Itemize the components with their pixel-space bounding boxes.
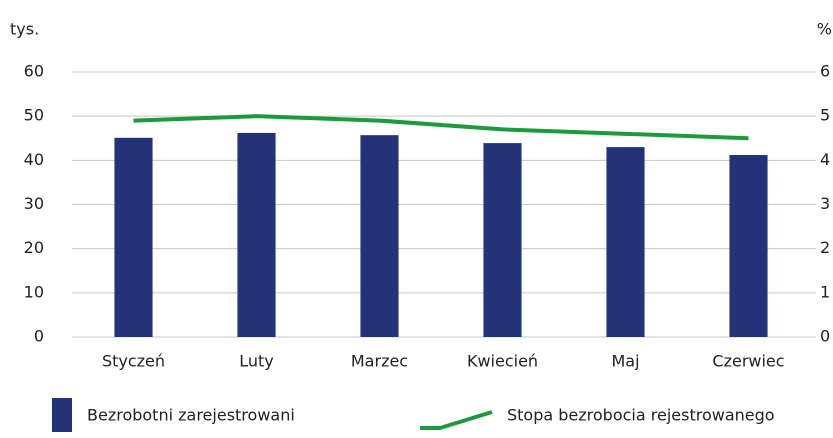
x-tick-label: Czerwiec [712, 352, 784, 371]
y2-tick-label: 3 [820, 194, 830, 213]
legend-swatch [52, 398, 72, 432]
legend-label: Stopa bezrobocia rejestrowanego [507, 406, 775, 425]
x-tick-label: Maj [611, 352, 639, 371]
bar [729, 155, 768, 337]
y-tick-label: 10 [24, 282, 44, 301]
x-tick-label: Styczeń [102, 352, 165, 371]
y-tick-label: 60 [24, 62, 44, 81]
bar [483, 143, 522, 337]
x-tick-label: Luty [239, 352, 274, 371]
y-tick-label: 0 [34, 327, 44, 346]
y-tick-label: 50 [24, 106, 44, 125]
x-tick-label: Marzec [351, 352, 408, 371]
y2-unit-label: % [817, 20, 832, 39]
y2-tick-label: 6 [820, 62, 830, 81]
y-tick-label: 30 [24, 194, 44, 213]
bar [360, 135, 399, 337]
y2-tick-label: 5 [820, 106, 830, 125]
y2-tick-label: 2 [820, 238, 830, 257]
legend-label: Bezrobotni zarejestrowani [87, 406, 295, 425]
bar [237, 132, 276, 337]
y-tick-label: 20 [24, 238, 44, 257]
y-tick-label: 40 [24, 150, 44, 169]
y2-tick-label: 1 [820, 282, 830, 301]
y-unit-label: tys. [10, 20, 39, 39]
line [133, 114, 749, 141]
bar [606, 147, 645, 337]
legend-swatch [420, 410, 493, 430]
y2-tick-label: 4 [820, 150, 830, 169]
y2-tick-label: 0 [820, 327, 830, 346]
bar [114, 137, 153, 337]
x-tick-label: Kwiecień [467, 352, 538, 371]
